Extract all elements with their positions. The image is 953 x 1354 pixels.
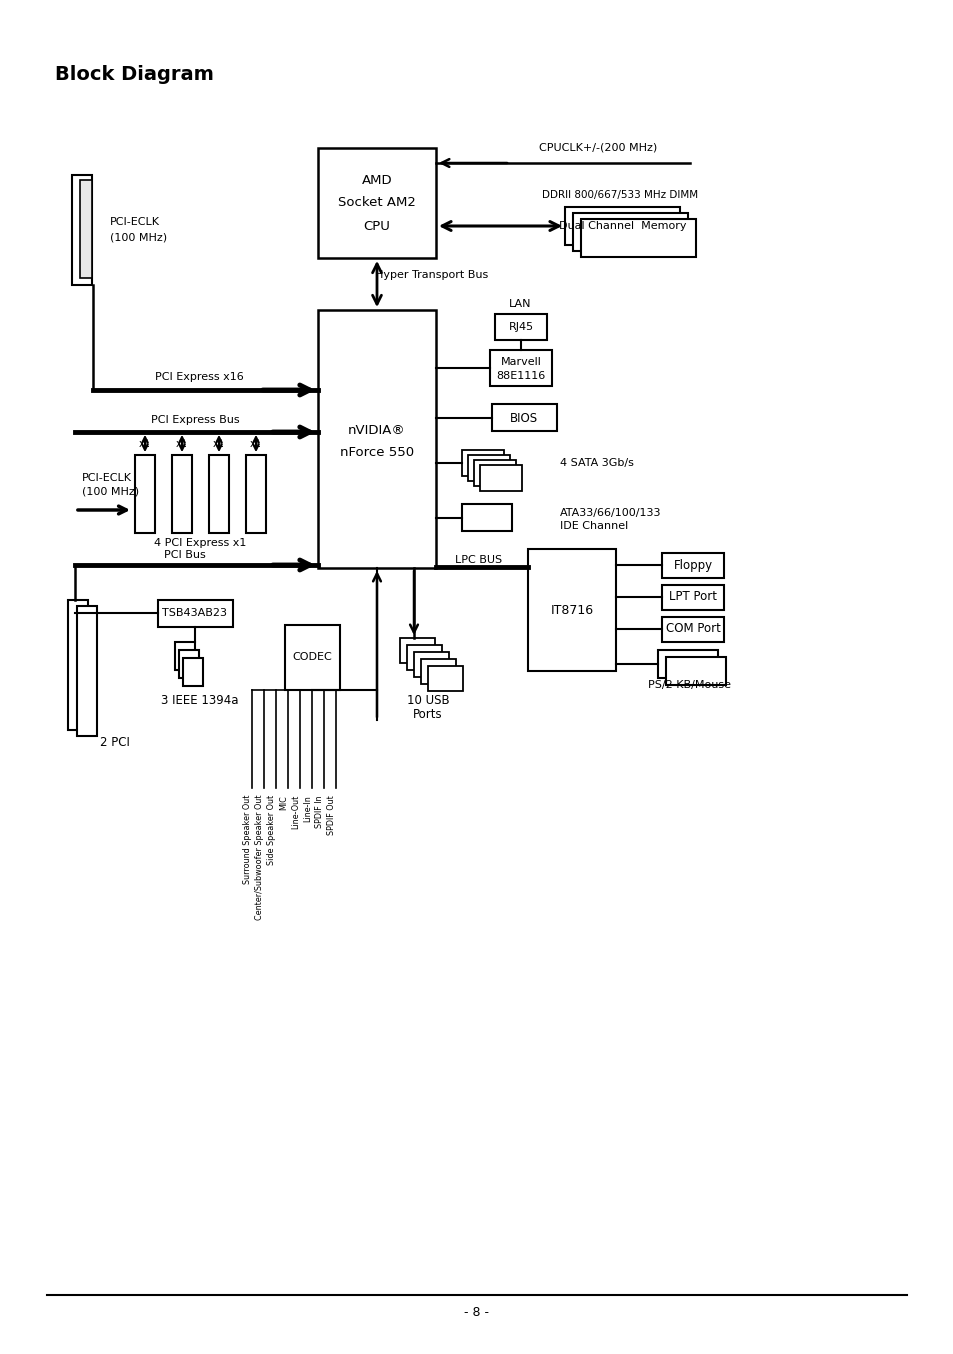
Text: ATA33/66/100/133: ATA33/66/100/133 bbox=[559, 508, 660, 519]
Text: 10 USB: 10 USB bbox=[406, 693, 449, 707]
Bar bbox=[665, 657, 725, 685]
Text: Side Speaker Out: Side Speaker Out bbox=[267, 795, 275, 865]
Text: Line-In: Line-In bbox=[303, 795, 312, 822]
Bar bbox=[71, 175, 91, 284]
Text: TSB43AB23: TSB43AB23 bbox=[162, 608, 227, 617]
Bar bbox=[209, 455, 229, 533]
Bar bbox=[174, 642, 194, 670]
Bar bbox=[414, 653, 449, 677]
Text: PCI-ECLK: PCI-ECLK bbox=[110, 217, 160, 227]
Bar bbox=[661, 617, 723, 642]
Bar bbox=[461, 450, 503, 477]
Text: Socket AM2: Socket AM2 bbox=[337, 196, 416, 210]
Text: IT8716: IT8716 bbox=[550, 604, 593, 616]
Bar bbox=[399, 638, 435, 663]
Bar bbox=[527, 548, 616, 672]
Text: SPDIF Out: SPDIF Out bbox=[327, 795, 335, 835]
Text: BIOS: BIOS bbox=[510, 412, 537, 425]
Text: PCI Express Bus: PCI Express Bus bbox=[151, 414, 239, 425]
Text: LPC BUS: LPC BUS bbox=[455, 555, 501, 565]
Text: 88E1116: 88E1116 bbox=[496, 371, 545, 380]
Bar bbox=[428, 666, 462, 691]
Text: COM Port: COM Port bbox=[665, 623, 720, 635]
Text: CPUCLK+/-(200 MHz): CPUCLK+/-(200 MHz) bbox=[538, 144, 657, 153]
Text: x1: x1 bbox=[213, 439, 225, 450]
Text: Hyper Transport Bus: Hyper Transport Bus bbox=[375, 269, 488, 280]
Bar bbox=[246, 455, 266, 533]
Text: MIC: MIC bbox=[278, 795, 288, 810]
Text: PS/2 KB/Mouse: PS/2 KB/Mouse bbox=[648, 680, 731, 691]
Bar bbox=[492, 403, 557, 431]
Bar bbox=[580, 219, 696, 257]
Text: x1: x1 bbox=[250, 439, 262, 450]
Text: AMD: AMD bbox=[361, 173, 392, 187]
Bar bbox=[172, 455, 192, 533]
Bar bbox=[495, 314, 546, 340]
Bar bbox=[479, 464, 521, 492]
Bar bbox=[317, 310, 436, 567]
Bar bbox=[183, 658, 203, 686]
Text: Floppy: Floppy bbox=[673, 558, 712, 571]
Text: LAN: LAN bbox=[508, 299, 531, 309]
Text: 3 IEEE 1394a: 3 IEEE 1394a bbox=[161, 693, 238, 707]
Bar bbox=[179, 650, 199, 678]
Bar bbox=[474, 460, 516, 486]
Bar bbox=[468, 455, 510, 481]
Bar bbox=[461, 504, 512, 531]
Text: 4 SATA 3Gb/s: 4 SATA 3Gb/s bbox=[559, 458, 633, 468]
Text: RJ45: RJ45 bbox=[508, 322, 533, 332]
Text: (100 MHz): (100 MHz) bbox=[110, 232, 167, 242]
Text: - 8 -: - 8 - bbox=[464, 1305, 489, 1319]
Bar bbox=[564, 207, 679, 245]
Bar bbox=[317, 148, 436, 259]
Bar bbox=[658, 650, 718, 678]
Bar bbox=[77, 607, 97, 737]
Text: PCI Express x16: PCI Express x16 bbox=[154, 372, 244, 382]
Text: 2 PCI: 2 PCI bbox=[100, 735, 130, 749]
Text: SPDIF In: SPDIF In bbox=[314, 795, 324, 827]
Text: IDE Channel: IDE Channel bbox=[559, 521, 628, 531]
Text: Block Diagram: Block Diagram bbox=[55, 65, 213, 84]
Text: PCI Bus: PCI Bus bbox=[164, 550, 206, 561]
Text: DDRII 800/667/533 MHz DIMM: DDRII 800/667/533 MHz DIMM bbox=[541, 190, 698, 200]
Text: CODEC: CODEC bbox=[293, 653, 332, 662]
Bar bbox=[661, 585, 723, 611]
Text: Center/Subwoofer Speaker Out: Center/Subwoofer Speaker Out bbox=[254, 795, 264, 921]
Text: Dual Channel  Memory: Dual Channel Memory bbox=[558, 221, 686, 232]
Text: nVIDIA®: nVIDIA® bbox=[348, 424, 405, 436]
Text: Line-Out: Line-Out bbox=[291, 795, 299, 829]
Text: Ports: Ports bbox=[413, 708, 442, 720]
Text: 4 PCI Express x1: 4 PCI Express x1 bbox=[153, 538, 246, 548]
Text: (100 MHz): (100 MHz) bbox=[82, 487, 139, 497]
Text: Surround Speaker Out: Surround Speaker Out bbox=[243, 795, 252, 884]
Text: x1: x1 bbox=[176, 439, 188, 450]
Text: Marvell: Marvell bbox=[500, 357, 541, 367]
Bar bbox=[661, 552, 723, 578]
Bar bbox=[80, 180, 91, 278]
Bar bbox=[158, 600, 233, 627]
Text: CPU: CPU bbox=[363, 219, 390, 233]
Bar bbox=[68, 600, 88, 730]
Bar bbox=[573, 213, 687, 250]
Bar bbox=[285, 626, 339, 691]
Bar bbox=[407, 645, 441, 670]
Bar bbox=[490, 349, 552, 386]
Text: x1: x1 bbox=[139, 439, 151, 450]
Bar bbox=[135, 455, 154, 533]
Text: PCI-ECLK: PCI-ECLK bbox=[82, 473, 132, 483]
Bar bbox=[420, 659, 456, 684]
Text: LPT Port: LPT Port bbox=[668, 590, 717, 604]
Text: nForce 550: nForce 550 bbox=[339, 445, 414, 459]
